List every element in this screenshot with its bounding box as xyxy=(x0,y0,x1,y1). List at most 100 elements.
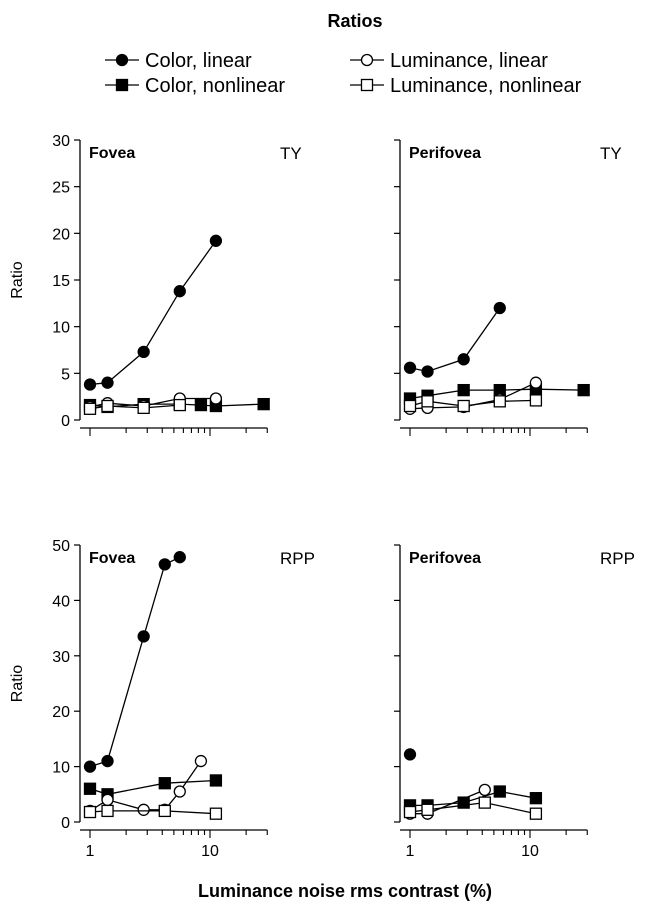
y-tick-label: 5 xyxy=(61,366,70,383)
y-tick-label: 15 xyxy=(52,273,70,290)
x-tick-label: 1 xyxy=(406,843,415,860)
data-point-color-linear xyxy=(158,558,171,571)
data-point-luminance-linear xyxy=(101,793,114,806)
data-point-color-nonlinear xyxy=(457,383,470,397)
y-tick-label: 20 xyxy=(52,704,70,721)
series-color-linear xyxy=(403,301,506,378)
legend-entry-luminance-linear: Luminance, linear xyxy=(350,50,548,72)
y-tick-label: 20 xyxy=(52,226,70,243)
data-point-luminance-nonlinear xyxy=(529,807,543,820)
y-tick-label: 0 xyxy=(61,413,70,430)
data-point-luminance-nonlinear xyxy=(83,805,97,819)
data-point-color-linear xyxy=(493,301,506,315)
data-point-color-nonlinear xyxy=(457,796,470,809)
y-tick-label: 25 xyxy=(52,180,70,197)
series-luminance-nonlinear xyxy=(83,398,186,415)
panel-perifovea-rpp: 1 10 Perifovea RPP xyxy=(394,544,635,860)
data-point-luminance-nonlinear xyxy=(209,807,223,820)
series-luminance-nonlinear xyxy=(403,796,543,820)
legend-label: Luminance, nonlinear xyxy=(390,75,582,97)
data-point-color-linear xyxy=(421,365,434,378)
observer-label: TY xyxy=(280,144,302,163)
data-point-color-nonlinear xyxy=(158,777,171,790)
data-point-color-linear xyxy=(173,285,186,298)
data-point-luminance-nonlinear xyxy=(403,805,417,819)
data-point-luminance-linear xyxy=(194,754,208,768)
y-tick-label: 50 xyxy=(52,538,70,555)
y-tick-label: 30 xyxy=(52,133,70,150)
y-tick-label: 0 xyxy=(61,815,70,832)
data-point-luminance-nonlinear xyxy=(137,401,150,415)
data-point-color-nonlinear xyxy=(577,383,590,397)
observer-label: RPP xyxy=(280,549,315,568)
series-line-color-nonlinear xyxy=(89,779,216,795)
panel-perifovea-ty: Perifovea TY xyxy=(394,139,622,436)
series-line-color-linear xyxy=(89,556,181,768)
legend-entry-color-nonlinear: Color, nonlinear xyxy=(105,75,285,97)
x-tick-label: 10 xyxy=(521,843,539,860)
panel-label: Perifovea xyxy=(409,145,481,162)
legend-label: Color, nonlinear xyxy=(145,75,285,97)
y-tick-label: 10 xyxy=(52,760,70,777)
observer-label: RPP xyxy=(600,549,635,568)
data-point-color-linear xyxy=(403,748,417,761)
series-color-linear xyxy=(403,748,417,761)
legend-entry-color-linear: Color, linear xyxy=(105,50,252,72)
series-color-linear xyxy=(83,234,223,391)
panel-label: Perifovea xyxy=(409,550,481,567)
data-point-color-nonlinear xyxy=(194,398,208,412)
data-point-color-nonlinear xyxy=(257,397,270,411)
y-tick-label: 30 xyxy=(52,649,70,666)
panel-fovea-rpp: 0 10 20 30 40 50 1 10 Ratio Fovea RPP xyxy=(9,538,315,860)
panel-label: Fovea xyxy=(89,145,135,162)
data-point-luminance-nonlinear xyxy=(101,399,114,413)
figure-title: Ratios xyxy=(327,11,382,31)
data-point-color-linear xyxy=(101,376,114,389)
legend-label: Luminance, linear xyxy=(390,50,548,72)
data-point-luminance-nonlinear xyxy=(529,394,543,407)
legend-marker-luminance-nonlinear xyxy=(360,78,374,92)
x-axis-label: Luminance noise rms contrast (%) xyxy=(198,881,492,901)
observer-label: TY xyxy=(600,144,622,163)
data-point-luminance-nonlinear xyxy=(421,395,434,408)
data-point-luminance-nonlinear xyxy=(173,398,186,412)
data-point-luminance-linear xyxy=(529,376,543,389)
x-tick-label: 1 xyxy=(86,843,95,860)
data-point-color-linear xyxy=(101,754,114,768)
series-luminance-nonlinear xyxy=(403,394,543,413)
data-point-color-linear xyxy=(83,760,97,773)
data-point-color-nonlinear xyxy=(83,782,97,795)
data-point-color-nonlinear xyxy=(529,792,543,805)
data-point-luminance-linear xyxy=(478,783,491,797)
series-luminance-nonlinear xyxy=(83,804,223,820)
data-point-luminance-nonlinear xyxy=(158,804,171,818)
data-point-color-linear xyxy=(209,234,223,247)
data-point-color-nonlinear xyxy=(493,785,506,798)
data-point-luminance-nonlinear xyxy=(457,399,470,413)
panel-label: Fovea xyxy=(89,550,135,567)
series-color-linear xyxy=(83,551,186,773)
data-point-color-linear xyxy=(83,378,97,391)
series-line-luminance-nonlinear xyxy=(409,801,537,815)
data-point-luminance-linear xyxy=(137,803,150,816)
legend-marker-color-nonlinear xyxy=(115,78,129,92)
y-axis-label: Ratio xyxy=(9,665,26,702)
data-point-color-linear xyxy=(457,353,470,366)
data-point-luminance-linear xyxy=(209,392,223,405)
data-point-luminance-nonlinear xyxy=(403,399,417,413)
series-line-color-linear xyxy=(409,307,501,373)
data-point-luminance-linear xyxy=(173,785,186,798)
y-axis-label: Ratio xyxy=(9,261,26,298)
data-point-luminance-nonlinear xyxy=(421,803,434,816)
legend-label: Color, linear xyxy=(145,50,252,72)
legend: Color, linear Color, nonlinear Luminance, … xyxy=(105,50,582,97)
data-point-color-nonlinear xyxy=(209,774,223,787)
data-point-color-linear xyxy=(173,551,186,564)
data-point-luminance-nonlinear xyxy=(493,395,506,408)
series-line-color-linear xyxy=(89,240,217,386)
data-point-luminance-nonlinear xyxy=(478,796,491,809)
y-tick-label: 10 xyxy=(52,320,70,337)
series-line-luminance-nonlinear xyxy=(89,810,216,815)
legend-marker-luminance-linear xyxy=(360,53,374,67)
